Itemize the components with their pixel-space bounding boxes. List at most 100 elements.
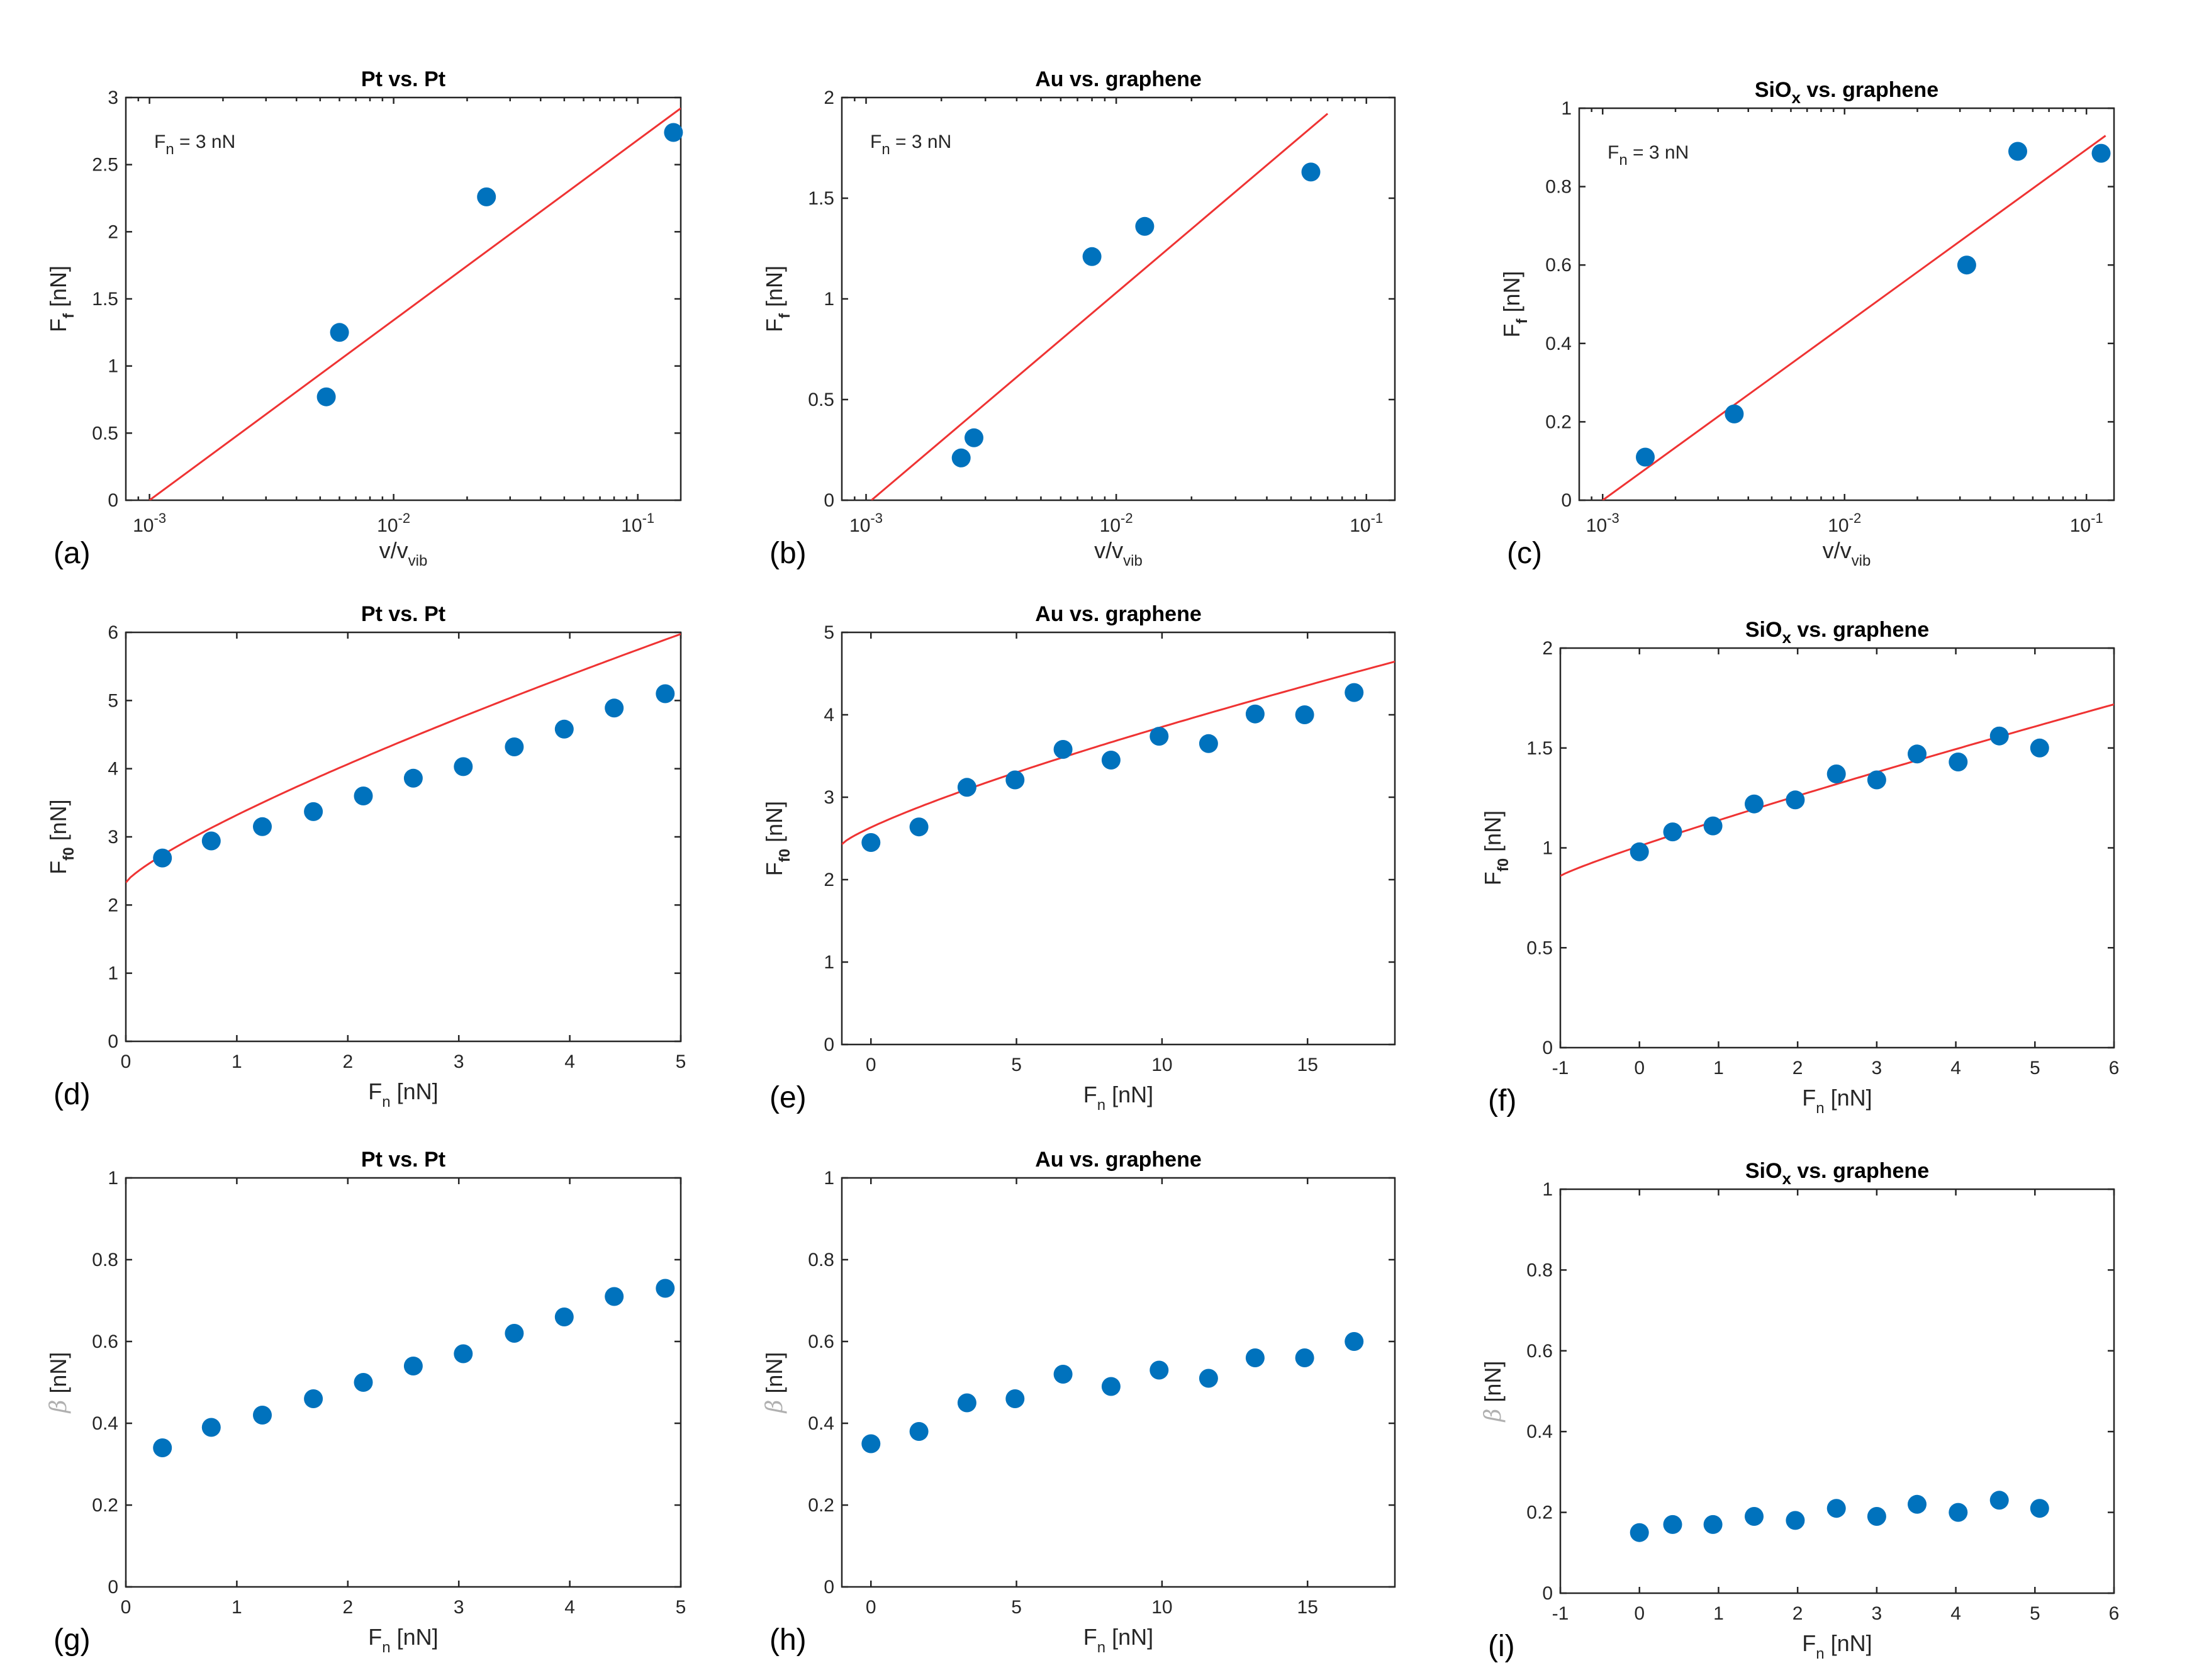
data-point: [957, 1393, 976, 1413]
x-tick-label: 3: [454, 1051, 464, 1072]
data-point: [354, 1373, 373, 1392]
data-point: [1345, 1332, 1364, 1351]
y-tick-label: 3: [824, 787, 834, 808]
plot-frame: [841, 96, 1396, 501]
x-tick-label: 10-3: [849, 510, 883, 536]
data-point: [505, 737, 524, 756]
panel-label: (i): [1488, 1630, 1515, 1663]
data-point: [1005, 1389, 1025, 1408]
plot-frame: [1559, 647, 2115, 1049]
y-tick-label: 0.6: [1526, 1341, 1553, 1362]
data-point: [330, 323, 349, 342]
data-point: [1867, 770, 1886, 790]
x-tick-label: 5: [1011, 1055, 1022, 1075]
panel-e: 0 1 2 3 4 5 0 5 10 15 Au vs. graphene Fn [nN] Ff0 [n…: [761, 602, 1396, 1114]
y-tick-label: 0.6: [92, 1331, 118, 1352]
data-point: [1101, 1377, 1121, 1396]
x-axis-label: Fn [nN]: [1083, 1082, 1153, 1114]
data-point: [403, 1357, 423, 1375]
data-point: [1630, 842, 1649, 861]
y-axis-label: β [nN]: [1480, 1361, 1506, 1423]
data-point: [2030, 738, 2049, 758]
y-tick-label: 2: [824, 87, 834, 108]
x-axis-label: v/vvib: [379, 537, 428, 569]
x-tick-label: 4: [564, 1597, 575, 1618]
panel-title: Pt vs. Pt: [361, 602, 445, 626]
y-tick-label: 0.8: [92, 1250, 118, 1270]
x-tick-label: 5: [676, 1597, 686, 1618]
x-axis-label: v/vvib: [1094, 537, 1143, 569]
annotation: Fn = 3 nN: [870, 132, 951, 158]
x-tick-label: 10-2: [1100, 510, 1133, 536]
data-point: [1301, 162, 1321, 182]
plot-frame: [125, 1177, 682, 1588]
x-tick-label: 1: [232, 1597, 242, 1618]
data-point: [1908, 1494, 1927, 1514]
data-point: [1135, 216, 1155, 236]
fit-line: [1560, 703, 2114, 877]
data-point: [909, 1422, 929, 1441]
x-axis-label: Fn [nN]: [1802, 1630, 1872, 1662]
data-point: [965, 428, 983, 447]
data-point: [554, 719, 574, 739]
panel-title: Pt vs. Pt: [361, 67, 445, 91]
data-point: [861, 833, 881, 852]
y-tick-label: 1: [108, 1168, 118, 1189]
data-point: [554, 1308, 574, 1326]
y-tick-label: 0: [1542, 1583, 1553, 1604]
y-tick-label: 1: [1542, 838, 1553, 859]
data-point: [951, 448, 971, 468]
data-point: [1786, 1511, 1805, 1530]
panel-label: (a): [53, 537, 91, 570]
plot-frame: [1559, 1188, 2115, 1594]
y-tick-label: 0: [1561, 490, 1572, 511]
data-point: [1725, 404, 1744, 423]
data-point: [1826, 764, 1846, 783]
fit-line: [148, 107, 681, 500]
x-tick-label: 1: [232, 1051, 242, 1072]
panel-title: SiOx vs. graphene: [1745, 618, 1929, 647]
data-point: [605, 1287, 624, 1306]
panel-title: Au vs. graphene: [1035, 67, 1202, 91]
y-tick-label: 2.5: [92, 155, 118, 176]
data-point: [1826, 1499, 1846, 1518]
y-tick-label: 0.4: [1526, 1421, 1553, 1442]
data-point: [1082, 247, 1102, 266]
x-axis-label: v/vvib: [1823, 537, 1871, 569]
fit-line: [126, 633, 681, 883]
data-point: [664, 123, 683, 142]
data-point: [605, 698, 624, 718]
data-point: [1005, 770, 1025, 790]
panel-label: (f): [1488, 1084, 1516, 1117]
y-tick-label: 0.2: [808, 1495, 834, 1516]
y-tick-label: 0.5: [92, 423, 118, 444]
y-axis-label: Ff [nN]: [761, 266, 793, 332]
panel-label: (b): [769, 537, 807, 570]
y-tick-label: 0: [108, 1577, 118, 1598]
y-tick-label: 0.2: [1526, 1503, 1553, 1523]
y-tick-label: 0: [824, 1577, 834, 1598]
panel-label: (e): [769, 1081, 807, 1114]
data-point: [1867, 1507, 1886, 1526]
y-tick-label: 1: [1561, 98, 1572, 119]
y-tick-label: 0.4: [808, 1413, 834, 1434]
data-point: [2030, 1499, 2049, 1518]
y-tick-label: 6: [108, 622, 118, 643]
fit-line: [1602, 135, 2106, 500]
y-tick-label: 0.6: [1545, 255, 1572, 276]
x-tick-label: 0: [1634, 1058, 1645, 1078]
y-tick-label: 0.8: [1526, 1260, 1553, 1280]
data-point: [2091, 143, 2111, 163]
data-point: [1149, 1360, 1169, 1380]
y-tick-label: 4: [108, 759, 118, 780]
y-tick-label: 0.5: [808, 389, 834, 410]
y-tick-label: 5: [108, 690, 118, 711]
data-point: [1053, 1365, 1073, 1384]
y-tick-label: 1: [108, 356, 118, 377]
data-point: [505, 1324, 524, 1343]
data-point: [1703, 1515, 1723, 1534]
data-point: [1989, 726, 2009, 746]
x-tick-label: 4: [564, 1051, 575, 1072]
data-point: [1245, 1348, 1265, 1367]
